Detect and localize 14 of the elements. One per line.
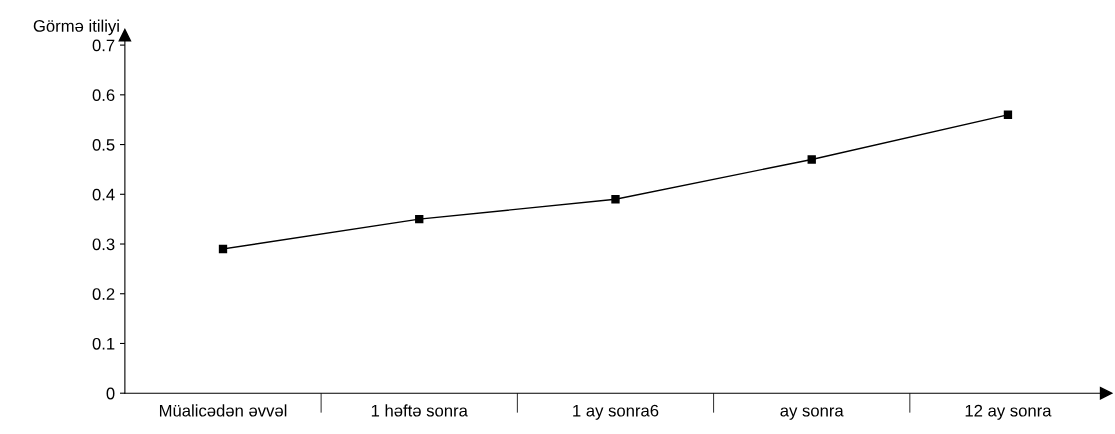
x-tick-label: 1 ay sonra6 <box>573 404 659 420</box>
y-tick-label: 0.7 <box>92 39 115 52</box>
y-tick-label: 0.5 <box>92 138 115 151</box>
x-tick-label: Müalicədən əvvəl <box>159 404 287 417</box>
y-tick-label: 0.2 <box>92 288 115 300</box>
y-tick-label: 0 <box>106 387 115 400</box>
y-tick-label: 0.3 <box>92 238 115 251</box>
x-tick-label: ay sonra <box>780 407 844 420</box>
x-tick-label: 12 ay sonra <box>965 404 1052 420</box>
x-tick-label: 1 həftə sonra <box>371 404 468 417</box>
y-tick-label: 0.4 <box>92 188 115 201</box>
y-tick-label: 0.1 <box>92 337 115 350</box>
y-axis-title: Görmə itiliyi <box>33 19 119 36</box>
y-tick-label: 0.6 <box>92 89 115 102</box>
